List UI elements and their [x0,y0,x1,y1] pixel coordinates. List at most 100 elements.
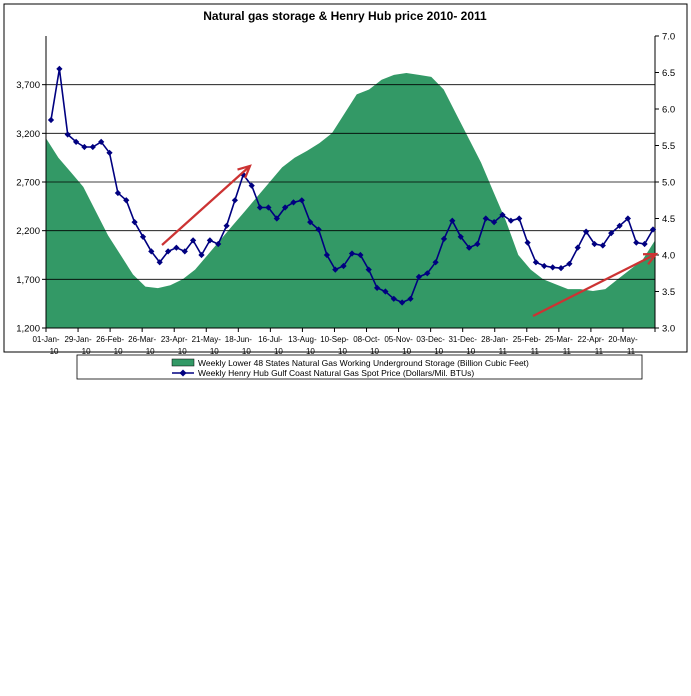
price-point [373,284,381,292]
left-tick-label: 3,200 [16,129,40,140]
left-tick-label: 1,200 [16,324,40,335]
x-tick-label: 29-Jan- [64,335,91,344]
price-point [566,260,573,267]
right-tick-label: 3.5 [662,287,675,298]
x-tick-label: 16-Jul- [258,335,283,344]
x-tick-label: 25-Feb- [513,335,541,344]
x-tick-label-year: 11 [531,347,540,356]
price-point [139,233,147,240]
price-point [47,116,55,124]
left-tick-label: 2,200 [16,226,40,237]
price-point [432,259,439,266]
annotation-arrow-rising-2010-shaft [161,165,251,246]
price-point [407,295,414,302]
x-tick-label: 13-Aug- [288,335,317,344]
price-point [198,251,205,259]
price-point [123,197,130,204]
x-tick-label-year: 10 [50,347,59,356]
x-tick-label: 28-Jan- [481,335,508,344]
x-tick-label: 22-Apr- [578,335,605,344]
price-point [357,251,364,259]
price-point [114,189,122,197]
left-tick-label: 3,700 [16,80,40,91]
legend: Weekly Lower 48 States Natural Gas Worki… [76,354,643,380]
x-tick-label: 20-May- [608,335,638,344]
chart-title: Natural gas storage & Henry Hub price 20… [203,9,487,23]
annotation-arrow-rising-2011 [532,252,659,317]
price-point [549,264,556,271]
legend-marker-price [179,369,187,377]
left-tick-label: 2,700 [16,178,40,189]
x-tick-label: 18-Jun- [225,335,252,344]
x-tick-label: 05-Nov- [384,335,413,344]
price-point [206,237,214,244]
right-tick-label: 6.5 [662,68,675,79]
x-tick-label: 26-Mar- [128,335,156,344]
price-point [215,240,222,248]
right-tick-label: 7.0 [662,32,675,43]
x-tick-label-year: 10 [370,347,379,356]
x-tick-label: 08-Oct- [353,335,380,344]
x-tick-label-year: 10 [306,347,315,356]
x-tick-label-year: 10 [178,347,187,356]
series-storage-area [46,73,655,328]
x-tick-label-year: 11 [627,347,636,356]
price-point [415,273,423,281]
right-tick-label: 4.0 [662,251,675,262]
price-point [173,244,180,251]
price-point [98,138,105,146]
price-point [106,149,113,156]
x-tick-label: 21-May- [192,335,222,344]
x-tick-label-year: 10 [274,347,283,356]
x-tick-label-year: 10 [82,347,91,356]
x-tick-label: 03-Dec- [416,335,445,344]
annotation-arrow-rising-2010-head [237,164,252,179]
right-tick-label: 6.0 [662,105,675,116]
price-point [490,218,498,226]
x-tick-label: 23-Apr- [161,335,188,344]
right-tick-label: 5.5 [662,141,675,152]
price-point [390,295,397,302]
price-point [332,266,339,273]
x-tick-label-year: 10 [242,347,251,356]
price-point [323,251,331,259]
left-tick-label: 1,700 [16,275,40,286]
x-tick-label-year: 10 [338,347,347,356]
price-point [365,266,372,273]
legend-label-price: Weekly Henry Hub Gulf Coast Natural Gas … [198,368,474,378]
price-point [231,197,239,204]
right-tick-label: 5.0 [662,178,675,189]
price-point [382,288,389,295]
price-point [64,131,71,138]
price-point [307,218,314,226]
price-point [424,270,431,277]
annotation-arrow-rising-2010 [161,164,252,246]
right-tick-label: 4.5 [662,214,675,225]
legend-label-storage: Weekly Lower 48 States Natural Gas Worki… [198,358,529,368]
x-tick-label: 31-Dec- [448,335,477,344]
x-tick-label-year: 10 [146,347,155,356]
x-tick-label-year: 10 [210,347,219,356]
x-tick-label: 26-Feb- [96,335,124,344]
annotation-arrow-rising-2011-head [642,252,659,265]
price-point [81,143,88,151]
legend-box [76,354,643,380]
x-tick-label-year: 10 [114,347,123,356]
price-point [72,138,80,146]
price-point [181,248,188,255]
price-point [131,218,138,226]
price-point [89,143,96,151]
x-tick-label-year: 10 [466,347,475,356]
x-tick-label: 10-Sep- [320,335,349,344]
right-tick-label: 3.0 [662,324,675,335]
annotation-arrow-rising-2011-shaft [532,253,657,317]
price-point [541,262,548,270]
legend-swatch-storage [171,358,195,367]
x-tick-label-year: 10 [402,347,411,356]
price-point [148,248,155,255]
x-tick-label-year: 11 [595,347,604,356]
x-tick-label: 01-Jan- [32,335,59,344]
x-tick-label: 25-Mar- [545,335,573,344]
